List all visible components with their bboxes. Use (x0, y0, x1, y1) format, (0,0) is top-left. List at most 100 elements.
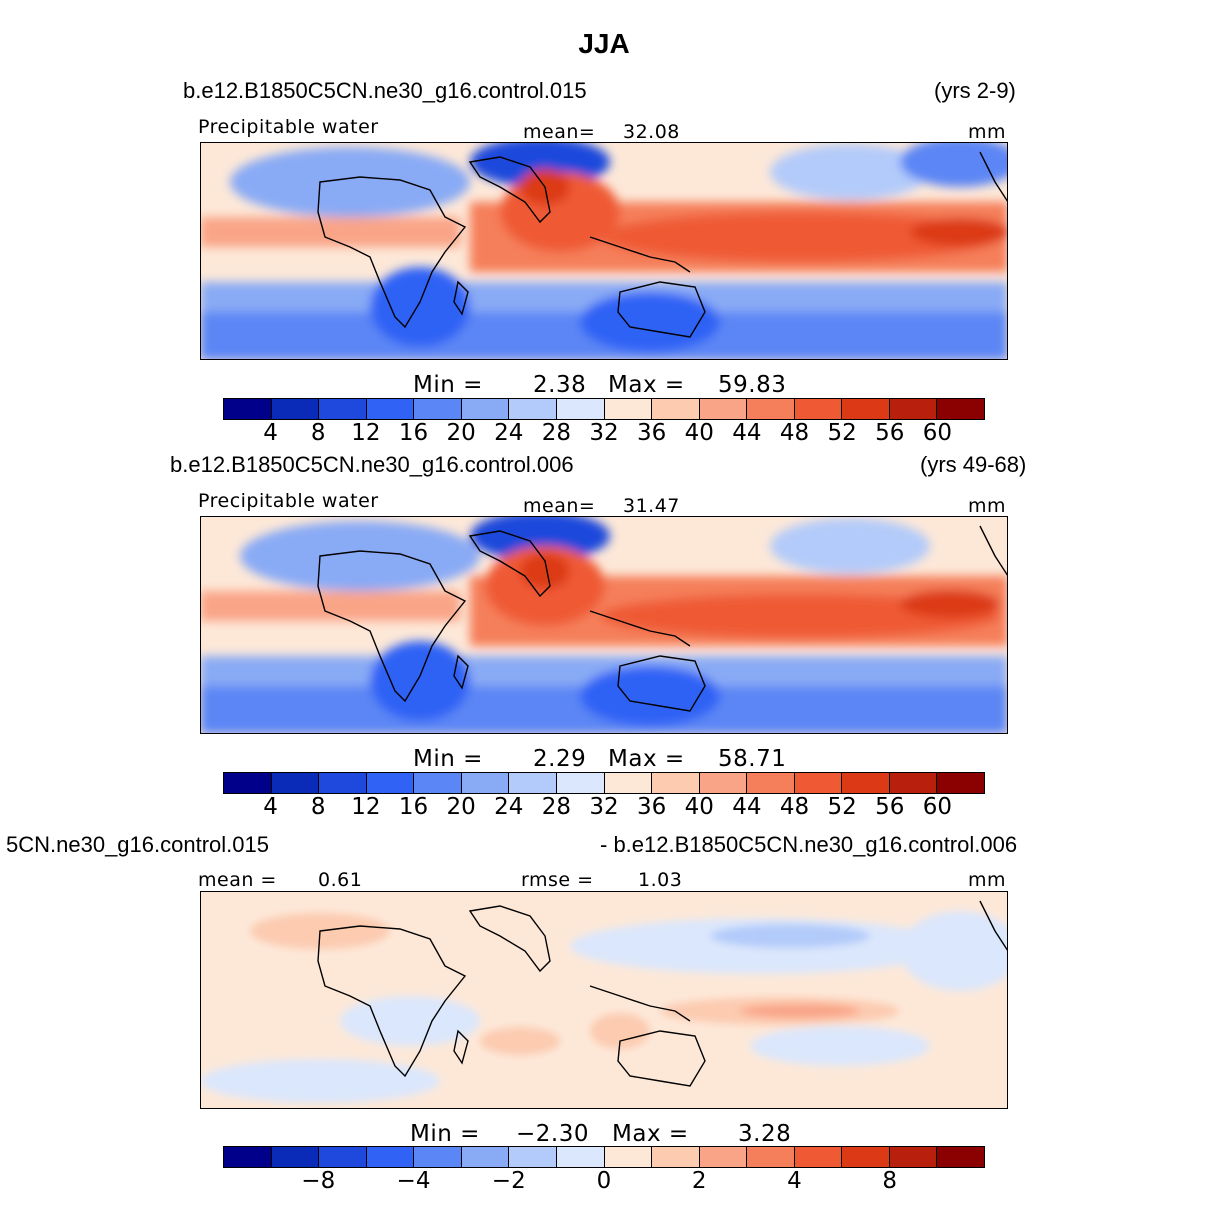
colorbar-tick-label: −8 (301, 1168, 336, 1194)
colorbar-tick-label: −4 (396, 1168, 431, 1194)
panel2-field-label: Precipitable water (198, 490, 379, 512)
panel1-years: (yrs 2-9) (934, 78, 1016, 103)
colorbar-cell (271, 1147, 320, 1167)
colorbar-cell (414, 1147, 462, 1167)
colorbar-tick-label: 52 (827, 794, 857, 820)
colorbar-tick-label: 56 (875, 420, 905, 446)
panel3-rmse-label: rmse = (521, 869, 594, 891)
colorbar-tick-label: 4 (263, 420, 278, 446)
panel3-min-label: Min = (410, 1121, 480, 1147)
colorbar-cell (842, 1147, 890, 1167)
colorbar-tick-label: 20 (446, 794, 476, 820)
panel3-colorbar-ticks: −8 −4 −2 0 2 4 8 (223, 1168, 985, 1196)
colorbar-tick-label: 40 (684, 794, 714, 820)
colorbar-cell (366, 1147, 415, 1167)
colorbar-cell (747, 399, 795, 419)
colorbar-tick-label: 16 (398, 794, 429, 820)
panel1-units: mm (968, 121, 1007, 143)
colorbar-tick-label: 56 (875, 794, 905, 820)
colorbar-tick-label: 20 (446, 420, 476, 446)
colorbar-tick-label: 24 (494, 420, 524, 446)
colorbar-cell (604, 1147, 653, 1167)
colorbar-cell (414, 773, 462, 793)
colorbar-cell (699, 773, 748, 793)
colorbar-tick-label: 28 (541, 794, 572, 820)
colorbar-cell (509, 773, 557, 793)
colorbar-cell (509, 399, 557, 419)
panel1-min-label: Min = (413, 372, 483, 398)
panel2-min-value: 2.29 (533, 746, 587, 772)
colorbar-tick-label: 48 (779, 420, 810, 446)
panel3-units: mm (968, 869, 1007, 891)
colorbar-tick-label: 40 (684, 420, 714, 446)
colorbar-cell (652, 399, 700, 419)
colorbar-tick-label: 4 (787, 1168, 802, 1194)
colorbar-tick-label: 8 (310, 794, 326, 820)
panel3-min-value: −2.30 (516, 1121, 589, 1147)
panel2-years: (yrs 49-68) (920, 452, 1027, 477)
panel2-max-label: Max = (608, 746, 685, 772)
panel3-case-left: 5CN.ne30_g16.control.015 (6, 832, 269, 857)
colorbar-tick-label: 8 (310, 420, 326, 446)
colorbar-tick-label: 52 (827, 420, 857, 446)
colorbar-tick-label: 60 (922, 420, 953, 446)
panel3-mean-label: mean = (198, 869, 277, 891)
colorbar-cell (889, 399, 938, 419)
colorbar-tick-label: 2 (691, 1168, 707, 1194)
colorbar-cell (271, 399, 320, 419)
colorbar-cell (319, 773, 367, 793)
colorbar-cell (747, 773, 795, 793)
colorbar-tick-label: 16 (398, 420, 429, 446)
colorbar-tick-label: 12 (351, 420, 381, 446)
colorbar-cell (224, 1147, 272, 1167)
panel2-mean-label: mean= (523, 495, 596, 517)
colorbar-cell (366, 773, 415, 793)
colorbar-cell (652, 773, 700, 793)
colorbar-tick-label: 32 (589, 794, 619, 820)
panel1-max-value: 59.83 (718, 372, 787, 398)
colorbar-cell (224, 773, 272, 793)
colorbar-tick-label: 32 (589, 420, 619, 446)
panel3-rmse-value: 1.03 (638, 869, 683, 891)
panel3-mean-value: 0.61 (318, 869, 363, 891)
colorbar-cell (937, 1147, 984, 1167)
colorbar-tick-label: 44 (732, 794, 762, 820)
colorbar-tick-label: 12 (351, 794, 381, 820)
colorbar-cell (461, 399, 510, 419)
panel3-map (200, 891, 1008, 1109)
colorbar-cell (937, 773, 984, 793)
colorbar-tick-label: 8 (882, 1168, 898, 1194)
panel2-case-name: b.e12.B1850C5CN.ne30_g16.control.006 (170, 452, 574, 477)
panel1-min-value: 2.38 (533, 372, 587, 398)
panel2-mean-value: 31.47 (623, 495, 680, 517)
colorbar-tick-label: 28 (541, 420, 572, 446)
colorbar-tick-label: 24 (494, 794, 524, 820)
colorbar-cell (509, 1147, 557, 1167)
colorbar-cell (604, 399, 653, 419)
panel1-map (200, 142, 1008, 360)
panel3-colorbar (223, 1146, 985, 1168)
figure-title: JJA (578, 28, 630, 59)
panel1-colorbar (223, 398, 985, 420)
panel2-max-value: 58.71 (718, 746, 787, 772)
colorbar-tick-label: −2 (491, 1168, 526, 1194)
colorbar-tick-label: 0 (596, 1168, 612, 1194)
colorbar-cell (794, 773, 843, 793)
panel2-units: mm (968, 495, 1007, 517)
panel1-colorbar-ticks: 4 8 12 16 20 24 28 32 36 40 44 48 52 56 60 (223, 420, 985, 448)
panel2-min-label: Min = (413, 746, 483, 772)
colorbar-cell (319, 1147, 367, 1167)
panel2-colorbar-ticks: 4 8 12 16 20 24 28 32 36 40 44 48 52 56 60 (223, 794, 985, 822)
panel3-max-value: 3.28 (738, 1121, 792, 1147)
colorbar-cell (224, 399, 272, 419)
colorbar-cell (271, 773, 320, 793)
panel2-map (200, 516, 1008, 734)
colorbar-cell (842, 773, 890, 793)
panel2-colorbar (223, 772, 985, 794)
colorbar-cell (556, 399, 605, 419)
panel3-max-label: Max = (612, 1121, 689, 1147)
colorbar-tick-label: 4 (263, 794, 278, 820)
colorbar-cell (461, 1147, 510, 1167)
colorbar-cell (699, 1147, 748, 1167)
panel1-max-label: Max = (608, 372, 685, 398)
